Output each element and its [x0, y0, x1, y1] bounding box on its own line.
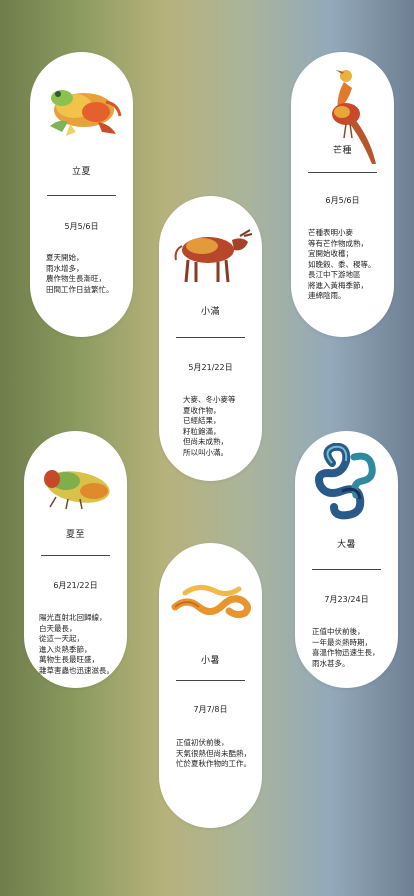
term-description: 陽光直射北回歸線， 白天最長， 從這一天起， 進入炎熱季節， 萬物生長最旺盛， …: [39, 613, 114, 675]
term-date: 7月7/8日: [193, 705, 228, 714]
card-mangzhong[interactable]: 芒種 6月5/6日 芒種表明小麥 等有芒作物成熟， 宜開始收穫； 如晚穀、黍、稷…: [291, 52, 394, 337]
term-title: 小暑: [200, 656, 220, 666]
card-xiazhi[interactable]: 夏至 6月21/22日 陽光直射北回歸線， 白天最長， 從這一天起， 進入炎熱季…: [24, 431, 127, 688]
term-title: 大暑: [336, 540, 356, 550]
term-date: 6月5/6日: [325, 196, 360, 205]
term-description: 正值中伏前後， 一年最炎熱時期， 喜溫作物迅速生長， 雨水甚多。: [312, 627, 380, 668]
cicada-icon: [24, 459, 127, 513]
term-title: 立夏: [71, 167, 91, 177]
divider: [41, 555, 110, 556]
term-date: 7月23/24日: [324, 595, 369, 604]
divider: [176, 337, 245, 338]
term-date: 5月5/6日: [64, 222, 99, 231]
card-xiaoshu[interactable]: 小暑 7月7/8日 正值初伏前後， 天氣很熱但尚未酷熱， 忙於夏秋作物的工作。: [159, 543, 262, 828]
card-lixia[interactable]: 立夏 5月5/6日 夏天開始， 雨水增多， 農作物生長漸旺， 田間工作日益繁忙。: [30, 52, 133, 337]
ox-icon: [159, 226, 262, 286]
term-description: 夏天開始， 雨水增多， 農作物生長漸旺， 田間工作日益繁忙。: [46, 253, 114, 294]
card-dashu[interactable]: 大暑 7月23/24日 正值中伏前後， 一年最炎熱時期， 喜溫作物迅速生長， 雨…: [295, 431, 398, 688]
term-title: 芒種: [332, 146, 352, 156]
term-description: 正值初伏前後， 天氣很熱但尚未酷熱， 忙於夏秋作物的工作。: [176, 738, 251, 768]
divider: [176, 680, 245, 681]
frog-icon: [30, 82, 133, 142]
divider: [308, 172, 377, 173]
divider: [312, 569, 381, 570]
term-description: 芒種表明小麥 等有芒作物成熟， 宜開始收穫； 如晚穀、黍、稷等。 長江中下游地區…: [308, 228, 376, 300]
divider: [47, 195, 116, 196]
snake-icon: [159, 577, 262, 621]
term-title: 夏至: [65, 530, 85, 540]
term-title: 小滿: [200, 307, 220, 317]
term-description: 大麥、冬小麥等 夏收作物， 已經結果， 籽粒飽滿， 但尚未成熟， 所以叫小滿。: [183, 395, 236, 457]
pheasant-icon: [291, 66, 394, 166]
card-xiaoman[interactable]: 小滿 5月21/22日 大麥、冬小麥等 夏收作物， 已經結果， 籽粒飽滿， 但尚…: [159, 196, 262, 481]
term-date: 6月21/22日: [53, 581, 98, 590]
term-date: 5月21/22日: [188, 363, 233, 372]
snake-coil-icon: [295, 443, 398, 523]
